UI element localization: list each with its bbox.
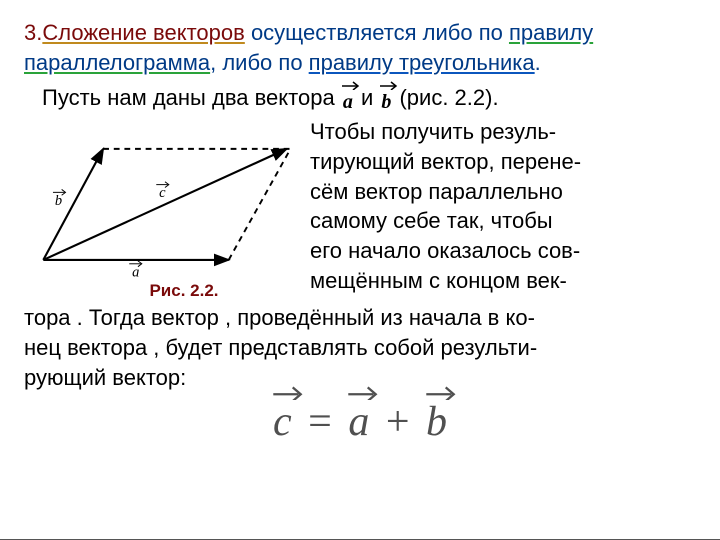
vector-arrow-icon (271, 384, 305, 400)
bottom-paragraph: тора . Тогда вектор , проведённый из нач… (24, 303, 696, 392)
vector-a-letter: a (343, 91, 353, 113)
title-text-d: , либо по (210, 50, 309, 75)
title-text-b: осуществляется либо по (245, 20, 509, 45)
vector-b-inline: b (379, 89, 393, 116)
formula-row: c = a + b (24, 398, 696, 446)
equals-sign: = (302, 399, 338, 445)
right-paragraph: Чтобы получить резуль- тирующий вектор, … (304, 117, 696, 301)
intro-line: Пусть нам даны два вектора a и b (рис. 2… (24, 83, 696, 113)
title-text-f: . (535, 50, 541, 75)
vector-a-inline: a (341, 89, 355, 116)
intro-mid: и (361, 85, 379, 110)
vector-arrow-icon (346, 384, 380, 400)
fig-label-b: b (55, 193, 62, 209)
title-term-1: Сложение векторов (42, 20, 244, 45)
figure-2-2: a b c Рис. 2.2. (24, 117, 304, 301)
figure-caption: Рис. 2.2. (24, 281, 304, 301)
mid-row: a b c Рис. 2.2. Чтобы получить резуль- т… (24, 117, 696, 301)
slide: 3.Сложение векторов осуществляется либо … (0, 0, 720, 540)
plus-sign: + (380, 399, 416, 445)
vector-arrow-icon (341, 80, 361, 90)
formula-b: b (426, 398, 447, 446)
title-term-3: правилу треугольника (309, 50, 535, 75)
formula-a: a (348, 398, 369, 446)
vector-formula: c = a + b (273, 398, 447, 446)
vector-arrow-icon (424, 384, 458, 400)
item-number: 3. (24, 20, 42, 45)
vector-b-letter: b (381, 91, 391, 113)
intro-post: (рис. 2.2). (399, 85, 498, 110)
intro-pre: Пусть нам даны два вектора (42, 85, 341, 110)
title-paragraph: 3.Сложение векторов осуществляется либо … (24, 18, 696, 77)
vector-arrow-icon (379, 80, 399, 90)
parallelogram-diagram: a b c (24, 117, 304, 287)
formula-c: c (273, 398, 292, 446)
